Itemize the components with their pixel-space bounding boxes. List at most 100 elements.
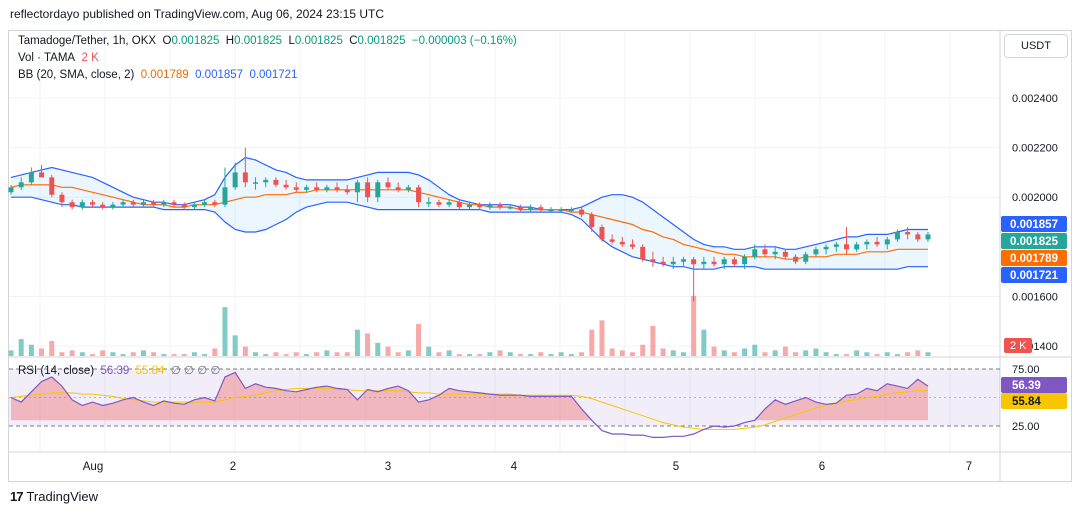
candle-body <box>161 202 167 205</box>
volume-bar <box>558 352 564 356</box>
candle-body <box>742 256 748 265</box>
volume-bar <box>915 350 921 356</box>
candle-body <box>640 246 646 260</box>
currency-button[interactable]: USDT <box>1004 34 1068 58</box>
volume-bar <box>599 320 605 356</box>
volume-bar <box>630 352 636 356</box>
volume-bar <box>69 350 75 356</box>
candle-body <box>650 259 656 262</box>
volume-bar <box>446 350 452 356</box>
volume-bar <box>39 348 45 356</box>
candle-body <box>354 182 360 193</box>
bb-upper-value: 0.001857 <box>195 69 244 81</box>
volume-bar <box>742 348 748 356</box>
candle-body <box>467 204 472 208</box>
bb-lower-value: 0.001721 <box>249 69 298 81</box>
rsi-line <box>10 371 929 438</box>
candle-body <box>191 204 197 208</box>
volume-value: 2 K <box>81 52 99 64</box>
volume-bar <box>731 352 737 356</box>
rsi-tag <box>1001 393 1067 409</box>
volume-bar <box>191 352 197 356</box>
candle-body <box>416 187 422 203</box>
candle-body <box>405 187 411 190</box>
candle-body <box>497 204 503 208</box>
price-tag-label: 0.001857 <box>1010 219 1058 231</box>
rsi-tick-label: 25.00 <box>1012 421 1040 433</box>
candle-body <box>426 202 432 204</box>
candle-body <box>711 261 717 265</box>
tradingview-logo-icon: 17 <box>10 489 24 504</box>
volume-bar <box>803 350 809 356</box>
candle-body <box>507 207 513 209</box>
candle-body <box>731 259 737 265</box>
candle-body <box>59 194 65 203</box>
candle-body <box>283 184 289 188</box>
candle-body <box>293 187 299 190</box>
candle-body <box>365 182 371 198</box>
volume-bar <box>894 354 900 356</box>
volume-bar <box>303 354 309 356</box>
volume-bar <box>477 354 483 356</box>
rsi-value: 56.39 <box>100 365 130 377</box>
bb-basis-line <box>10 184 928 260</box>
volume-bar <box>130 352 136 356</box>
candle-body <box>660 261 666 265</box>
close-value: 0.001825 <box>357 35 406 47</box>
volume-bar <box>100 350 106 356</box>
candle-body <box>915 234 921 240</box>
volume-bar <box>171 354 177 356</box>
rsi-ma-value: 55.84 <box>135 365 165 377</box>
candle-body <box>680 259 686 262</box>
volume-bar <box>752 344 758 356</box>
volume-bar <box>874 354 880 356</box>
volume-bar <box>436 352 442 356</box>
candle-body <box>375 182 381 198</box>
candle-body <box>303 187 309 190</box>
volume-bar <box>375 342 381 356</box>
volume-bar <box>579 352 585 356</box>
volume-bar <box>721 350 727 356</box>
low-value: 0.001825 <box>294 35 343 47</box>
volume-bar <box>691 295 697 356</box>
chart-frame <box>8 30 1072 482</box>
volume-bar <box>762 352 768 356</box>
candle-body <box>558 209 564 212</box>
price-tag <box>1001 233 1067 249</box>
change-value: −0.000003 (−0.16%) <box>411 35 517 47</box>
candle-body <box>843 244 849 250</box>
volume-bar <box>324 350 330 356</box>
price-tick-label: 0.001600 <box>1012 291 1058 303</box>
candle-body <box>670 261 676 265</box>
volume-bar <box>507 352 513 356</box>
volume-bar <box>426 346 432 356</box>
candle-body <box>548 209 554 212</box>
volume-bar <box>640 344 646 356</box>
price-tag-label: 0.001721 <box>1010 270 1059 282</box>
price-tick-label: 0.002400 <box>1012 93 1058 105</box>
volume-bar <box>49 340 55 356</box>
candle-body <box>171 202 177 205</box>
price-tag <box>1001 216 1067 232</box>
price-tick-label: 0.002000 <box>1012 192 1058 204</box>
candle-body <box>263 179 269 183</box>
candle-body <box>905 231 911 235</box>
candle-body <box>100 204 106 208</box>
candle-body <box>517 207 523 210</box>
candle-body <box>446 202 452 205</box>
volume-bar <box>222 307 228 356</box>
candle-body <box>49 177 55 195</box>
bb-legend: BB (20, SMA, close, 2) 0.001789 0.001857… <box>18 69 298 81</box>
footer-brand: 17 TradingView <box>10 489 98 504</box>
candle-body <box>120 202 126 205</box>
price-tag-label: 0.001825 <box>1010 236 1059 248</box>
volume-bar <box>232 335 238 356</box>
time-axis-label: Aug <box>83 461 103 473</box>
volume-bar <box>110 352 116 356</box>
candle-body <box>140 202 146 205</box>
candle-body <box>8 187 14 193</box>
volume-bar <box>90 354 96 356</box>
candle-body <box>568 209 574 212</box>
open-value: 0.001825 <box>171 35 220 47</box>
